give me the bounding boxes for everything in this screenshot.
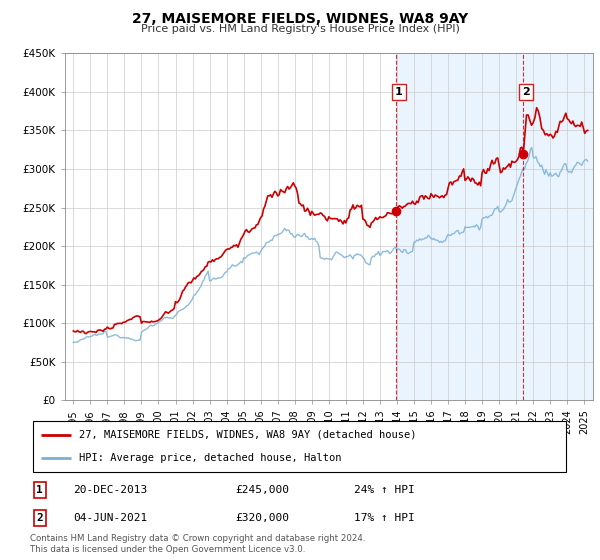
Text: Price paid vs. HM Land Registry's House Price Index (HPI): Price paid vs. HM Land Registry's House … bbox=[140, 24, 460, 34]
Text: £245,000: £245,000 bbox=[235, 485, 289, 495]
Text: 2: 2 bbox=[37, 513, 43, 523]
Text: 1: 1 bbox=[37, 485, 43, 495]
Bar bbox=[397, 53, 600, 400]
Text: 2: 2 bbox=[522, 87, 530, 97]
Text: 04-JUN-2021: 04-JUN-2021 bbox=[73, 513, 148, 523]
Text: Contains HM Land Registry data © Crown copyright and database right 2024.
This d: Contains HM Land Registry data © Crown c… bbox=[30, 534, 365, 554]
Text: 20-DEC-2013: 20-DEC-2013 bbox=[73, 485, 148, 495]
Text: 24% ↑ HPI: 24% ↑ HPI bbox=[354, 485, 415, 495]
Text: HPI: Average price, detached house, Halton: HPI: Average price, detached house, Halt… bbox=[79, 453, 341, 463]
Text: 17% ↑ HPI: 17% ↑ HPI bbox=[354, 513, 415, 523]
Text: 27, MAISEMORE FIELDS, WIDNES, WA8 9AY: 27, MAISEMORE FIELDS, WIDNES, WA8 9AY bbox=[132, 12, 468, 26]
Text: 1: 1 bbox=[395, 87, 403, 97]
Text: 27, MAISEMORE FIELDS, WIDNES, WA8 9AY (detached house): 27, MAISEMORE FIELDS, WIDNES, WA8 9AY (d… bbox=[79, 430, 416, 440]
FancyBboxPatch shape bbox=[33, 421, 566, 472]
Text: £320,000: £320,000 bbox=[235, 513, 289, 523]
